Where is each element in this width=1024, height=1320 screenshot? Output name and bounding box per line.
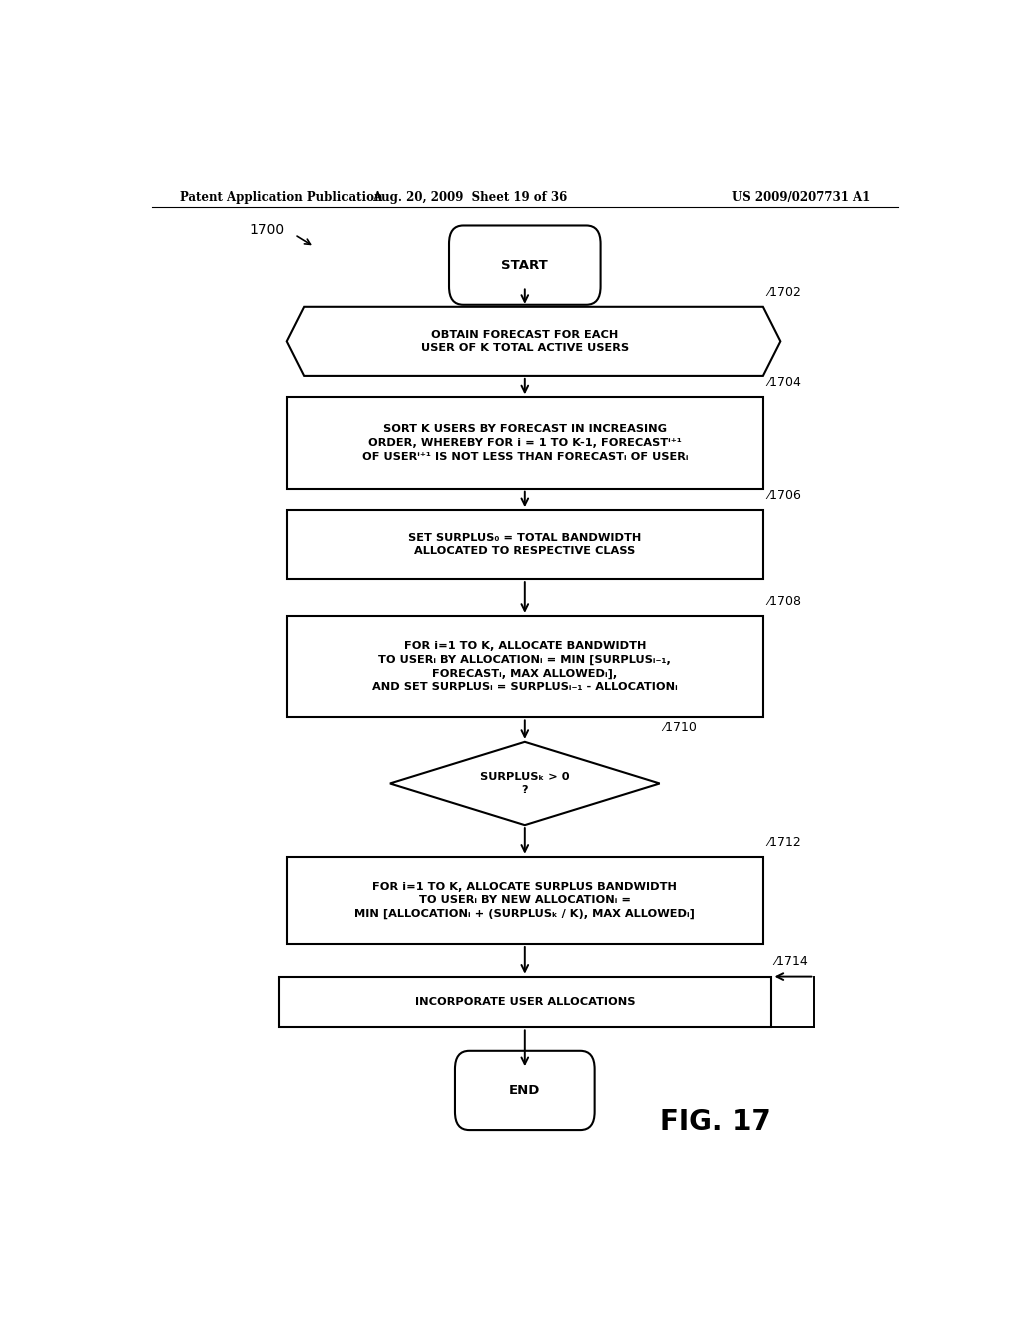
Text: SORT K USERS BY FORECAST IN INCREASING
ORDER, WHEREBY FOR i = 1 TO K-1, FORECAST: SORT K USERS BY FORECAST IN INCREASING O… — [361, 425, 688, 462]
Text: ⁄1704: ⁄1704 — [767, 376, 801, 389]
Text: ⁄1706: ⁄1706 — [767, 488, 801, 502]
Text: FOR i=1 TO K, ALLOCATE BANDWIDTH
TO USERᵢ BY ALLOCATIONᵢ = MIN [SURPLUSᵢ₋₁,
FORE: FOR i=1 TO K, ALLOCATE BANDWIDTH TO USER… — [372, 642, 678, 692]
Text: INCORPORATE USER ALLOCATIONS: INCORPORATE USER ALLOCATIONS — [415, 997, 635, 1007]
Text: OBTAIN FORECAST FOR EACH
USER OF K TOTAL ACTIVE USERS: OBTAIN FORECAST FOR EACH USER OF K TOTAL… — [421, 330, 629, 354]
Bar — [279, 977, 771, 1027]
Text: END: END — [509, 1084, 541, 1097]
Text: ⁄1710: ⁄1710 — [664, 721, 697, 734]
Text: ⁄1702: ⁄1702 — [767, 285, 801, 298]
Text: ⁄1714: ⁄1714 — [775, 956, 809, 969]
Text: Patent Application Publication: Patent Application Publication — [179, 190, 382, 203]
Bar — [287, 397, 763, 488]
Text: 1700: 1700 — [249, 223, 285, 236]
Text: US 2009/0207731 A1: US 2009/0207731 A1 — [732, 190, 870, 203]
Text: Aug. 20, 2009  Sheet 19 of 36: Aug. 20, 2009 Sheet 19 of 36 — [372, 190, 567, 203]
Text: SET SURPLUS₀ = TOTAL BANDWIDTH
ALLOCATED TO RESPECTIVE CLASS: SET SURPLUS₀ = TOTAL BANDWIDTH ALLOCATED… — [409, 533, 641, 557]
Text: FIG. 17: FIG. 17 — [659, 1107, 771, 1137]
Bar — [287, 510, 763, 579]
FancyBboxPatch shape — [455, 1051, 595, 1130]
Text: FOR i=1 TO K, ALLOCATE SURPLUS BANDWIDTH
TO USERᵢ BY NEW ALLOCATIONᵢ =
MIN [ALLO: FOR i=1 TO K, ALLOCATE SURPLUS BANDWIDTH… — [354, 882, 695, 919]
Polygon shape — [390, 742, 659, 825]
Text: START: START — [502, 259, 548, 272]
Polygon shape — [287, 306, 780, 376]
FancyBboxPatch shape — [449, 226, 601, 305]
Text: ⁄1708: ⁄1708 — [767, 594, 801, 607]
Bar — [287, 615, 763, 718]
Bar — [287, 857, 763, 944]
Text: ⁄1712: ⁄1712 — [767, 836, 801, 849]
Text: SURPLUSₖ > 0
?: SURPLUSₖ > 0 ? — [480, 772, 569, 795]
